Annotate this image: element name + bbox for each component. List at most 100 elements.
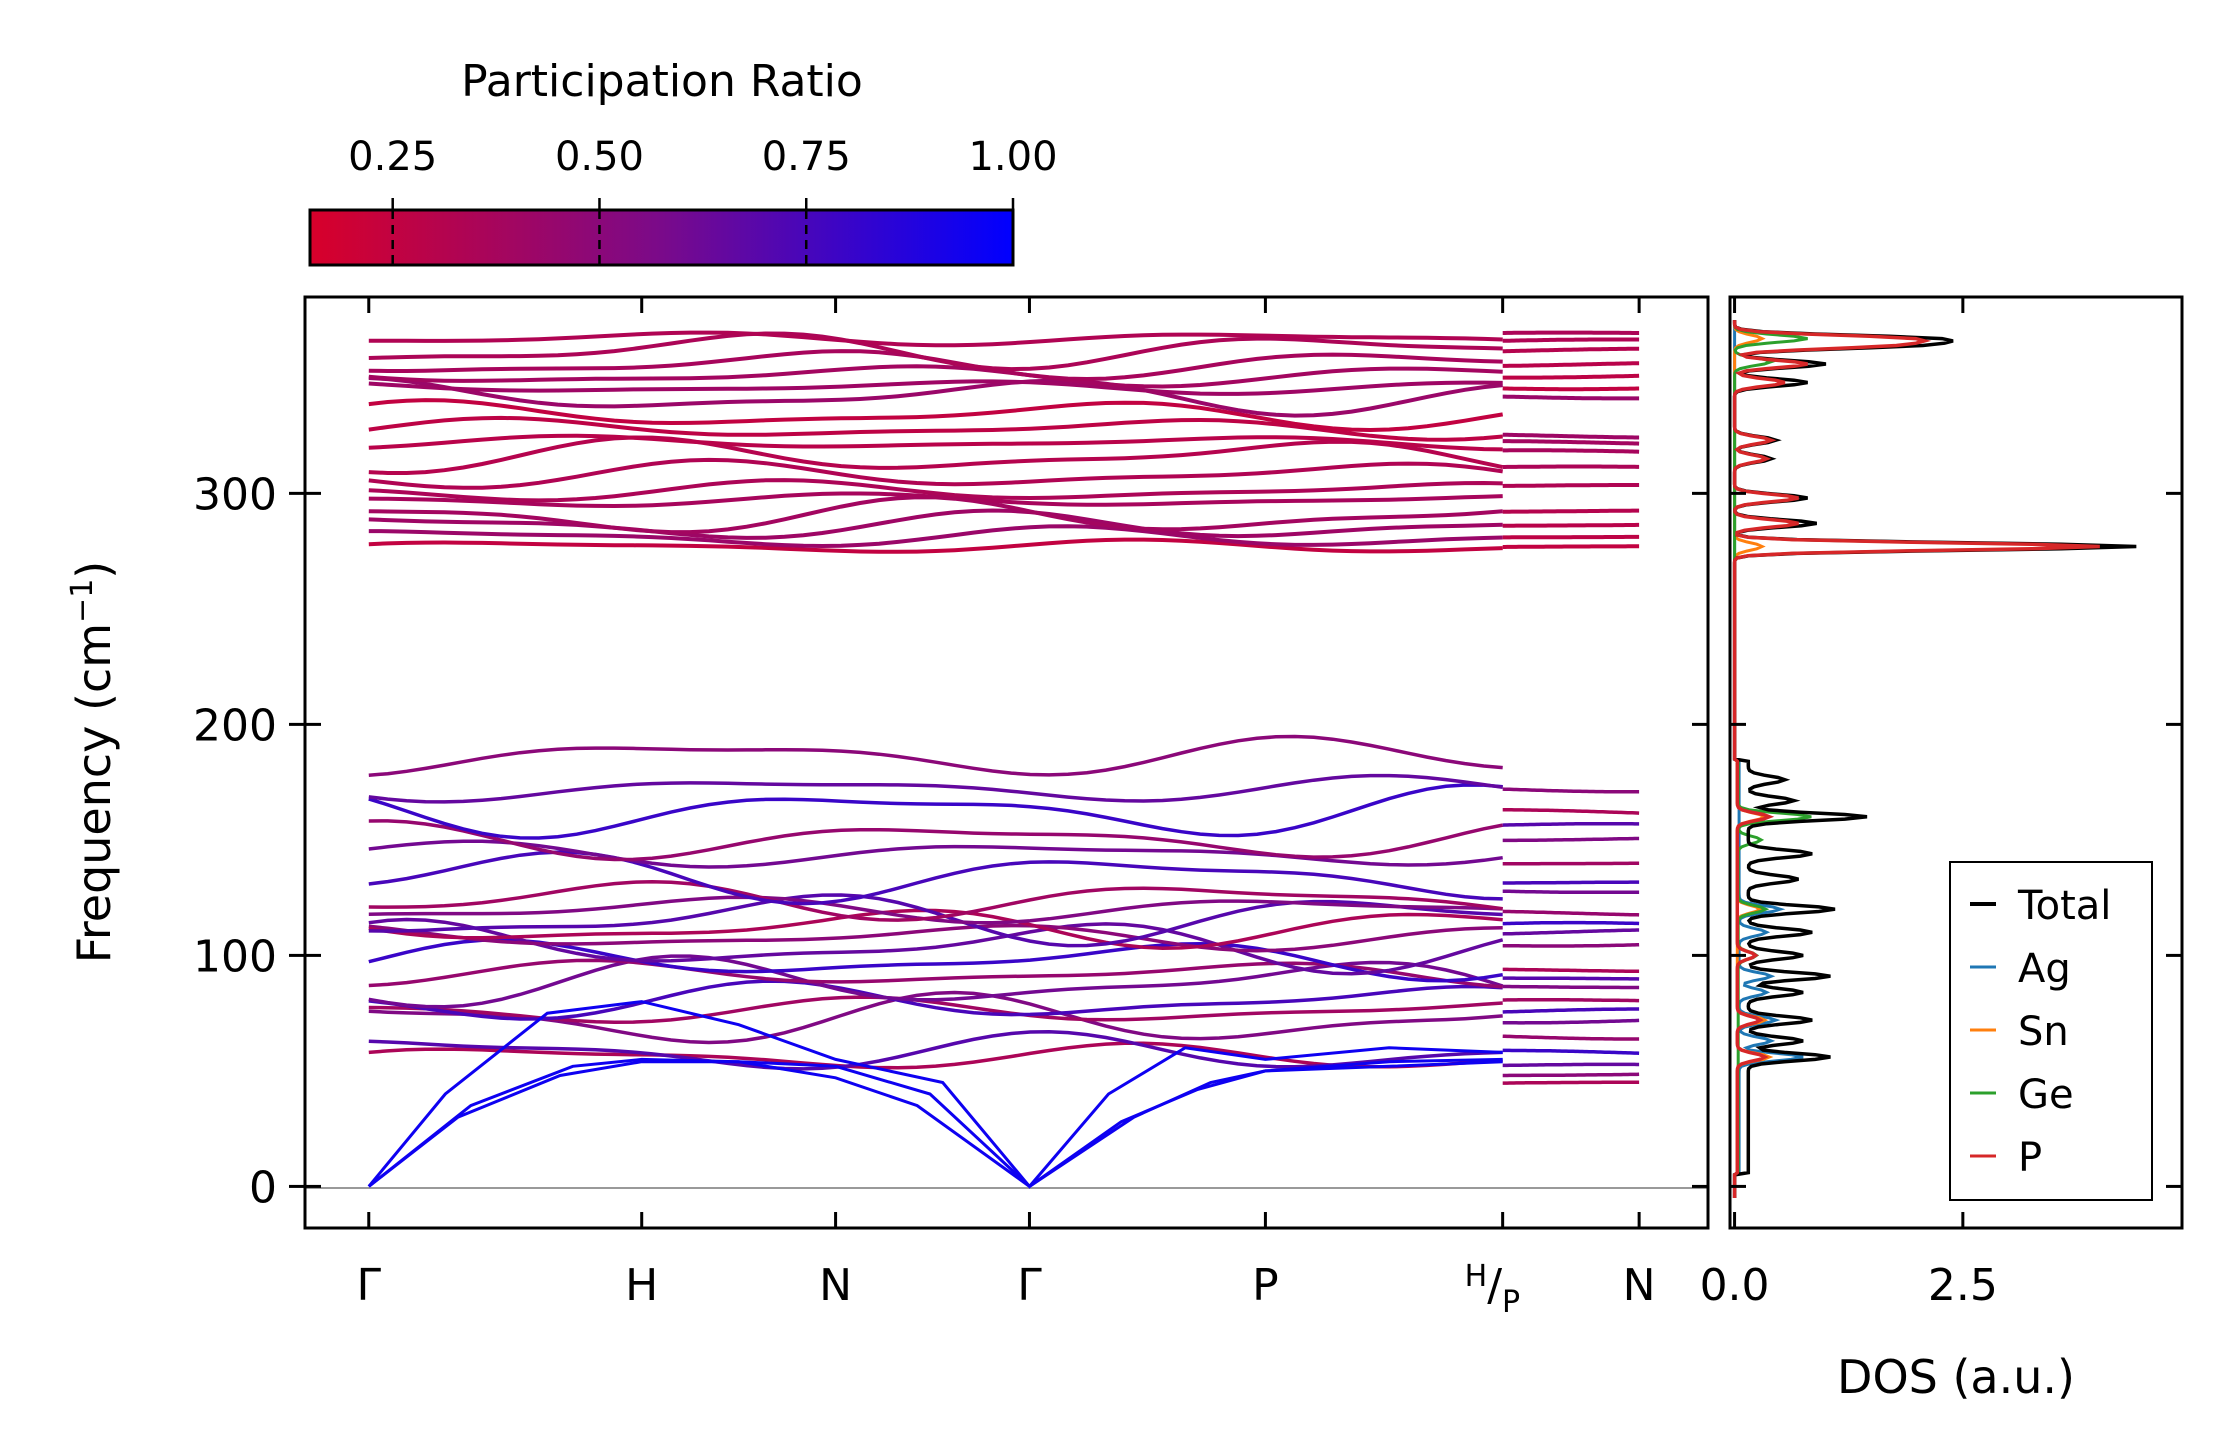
acoustic-1	[367, 1057, 1503, 1189]
band-line	[1502, 394, 1640, 401]
colorbar-tick-label: 1.00	[968, 134, 1057, 180]
band-frame	[303, 295, 1710, 1230]
band-line	[1502, 787, 1640, 794]
band-line	[1502, 1048, 1640, 1055]
k-label-hp-sub: P	[1502, 1285, 1520, 1320]
y-tick-label: 200	[193, 700, 277, 751]
band-line	[1502, 544, 1640, 549]
band-line	[368, 433, 1503, 452]
band-line	[368, 491, 1503, 509]
band-line	[368, 895, 1503, 925]
band-line	[1502, 967, 1640, 974]
band-line	[1502, 337, 1640, 343]
band-line	[1502, 464, 1640, 469]
band-line	[1502, 861, 1640, 866]
band-line	[368, 990, 1503, 1045]
dos-x-tick-label: 2.5	[1928, 1260, 1998, 1311]
band-line	[1502, 448, 1640, 454]
band-line	[1502, 1080, 1640, 1085]
band-line	[368, 379, 1503, 396]
band-line	[1502, 483, 1640, 488]
band-line	[368, 979, 1503, 1021]
band-line	[1502, 346, 1640, 354]
band-line	[1502, 928, 1640, 936]
band-line	[1502, 998, 1640, 1003]
band-line	[368, 435, 1504, 475]
band-line	[1502, 522, 1640, 528]
band-line	[1502, 361, 1640, 368]
band-line	[1502, 889, 1640, 895]
legend-label: Sn	[2018, 1009, 2069, 1055]
band-line	[368, 508, 1503, 540]
band-line	[1502, 508, 1640, 514]
k-label-hp-sup: H	[1465, 1259, 1488, 1294]
band-line	[1502, 534, 1640, 540]
band-line	[368, 893, 1503, 948]
y-tick-label: 0	[249, 1162, 277, 1213]
legend-label: Total	[2017, 883, 2111, 929]
k-label: H	[625, 1260, 658, 1311]
colorbar-gradient	[308, 208, 1015, 267]
band-line	[368, 376, 1503, 418]
colorbar-tick-label: 0.25	[348, 134, 437, 180]
band-line	[368, 537, 1503, 554]
band-lines	[367, 330, 1640, 1189]
k-label: P	[1252, 1260, 1279, 1311]
band-line	[368, 773, 1503, 804]
band-line	[1502, 808, 1640, 815]
dos-panel: 0.0 2.5 DOS (a.u.) Total Ag Sn Ge P	[1700, 295, 2184, 1404]
dos-axes: 0.0 2.5	[1700, 297, 2182, 1311]
band-line	[1502, 836, 1640, 843]
band-line	[1502, 1018, 1640, 1025]
band-line	[1502, 880, 1640, 885]
band-line	[368, 398, 1504, 433]
band-line	[368, 1029, 1503, 1071]
band-line	[368, 917, 1504, 976]
band-line	[1502, 821, 1640, 827]
band-line	[1502, 1062, 1640, 1068]
colorbar-title: Participation Ratio	[461, 56, 863, 107]
k-label: N	[819, 1260, 852, 1311]
dos-curve-p	[1732, 320, 2100, 1198]
k-label: Γ	[1017, 1260, 1042, 1311]
dos-lines	[1732, 320, 2137, 1198]
colorbar-tick-label: 0.75	[762, 134, 851, 180]
dos-frame	[1728, 295, 2184, 1230]
k-label: N	[1623, 1260, 1656, 1311]
legend-label: Ge	[2018, 1072, 2074, 1118]
band-line	[1502, 920, 1640, 926]
band-line	[368, 1041, 1503, 1070]
colorbar: Participation Ratio 0.25 0.50 0.75 1.00	[308, 56, 1058, 267]
band-line	[1502, 1034, 1640, 1041]
band-line	[368, 364, 1503, 389]
k-label-hp: H/P	[1465, 1259, 1520, 1320]
band-line	[368, 734, 1503, 777]
band-line	[368, 331, 1503, 372]
colorbar-tick-label: 0.50	[555, 134, 644, 180]
acoustic-2	[367, 1060, 1503, 1189]
band-line	[1502, 373, 1640, 380]
y-tick-label: 300	[193, 469, 277, 520]
band-line	[1502, 909, 1640, 917]
colorbar-ticks: 0.25 0.50 0.75 1.00	[348, 134, 1058, 265]
acoustic-3	[367, 1000, 1503, 1189]
dos-x-axis-title: DOS (a.u.)	[1837, 1350, 2075, 1404]
band-line	[368, 879, 1503, 922]
band-line	[1502, 976, 1640, 981]
band-line	[368, 524, 1503, 549]
legend: Total Ag Sn Ge P	[1949, 861, 2153, 1201]
band-line	[368, 958, 1503, 989]
k-label-hp-slash: /	[1487, 1260, 1502, 1311]
band-line	[1502, 439, 1640, 446]
dos-x-tick-label: 0.0	[1700, 1260, 1770, 1311]
band-line	[1502, 386, 1640, 392]
band-line	[368, 783, 1503, 840]
band-line	[368, 819, 1504, 862]
k-label: Γ	[357, 1260, 382, 1311]
band-line	[368, 457, 1503, 490]
band-line	[368, 839, 1503, 869]
band-line	[1502, 1072, 1640, 1078]
legend-label: P	[2018, 1135, 2042, 1181]
